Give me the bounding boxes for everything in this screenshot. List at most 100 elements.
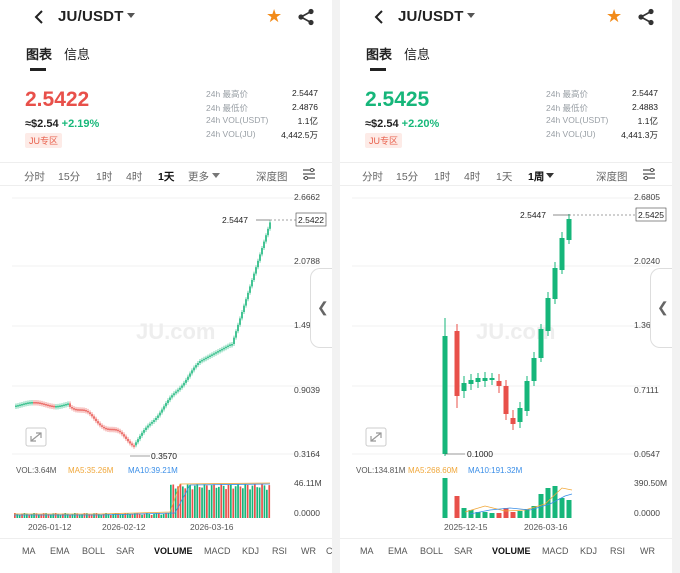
timeframe-1w[interactable]: 1周 — [528, 171, 545, 183]
pair-title[interactable]: JU/USDT — [58, 8, 124, 25]
volume-bar — [59, 514, 62, 518]
volume-bar — [74, 513, 76, 518]
price-axis-label: 2.0240 — [634, 256, 660, 266]
indicator-volume[interactable]: VOLUME — [492, 546, 531, 556]
volume-bar — [489, 513, 495, 518]
kline-chart[interactable]: JU.com 2.6662 2.0788 1.4913 0.9039 0.3164 VOL:… — [0, 186, 332, 536]
timeframe-1d[interactable]: 1天 — [496, 171, 513, 183]
timeframe-1[interactable]: 分时 — [362, 171, 383, 183]
back-arrow-icon[interactable] — [374, 9, 384, 25]
candle — [215, 352, 217, 354]
indicator-ma[interactable]: MA — [22, 546, 36, 556]
timeframe-1d[interactable]: 1天 — [158, 171, 175, 183]
candle — [39, 402, 41, 404]
candle — [175, 391, 177, 394]
indicator-volume[interactable]: VOLUME — [154, 546, 193, 556]
candle — [161, 409, 163, 413]
volume-bar — [552, 486, 558, 518]
volume-bar — [559, 498, 565, 518]
candle — [259, 254, 261, 261]
candle — [35, 402, 37, 404]
volume-bar — [129, 514, 131, 518]
indicator-ema[interactable]: EMA — [50, 546, 70, 556]
tab-chart[interactable]: 图表 — [26, 47, 53, 62]
volume-bar — [150, 514, 153, 518]
indicator-wr[interactable]: WR — [301, 546, 316, 556]
indicator-boll[interactable]: BOLL — [420, 546, 444, 556]
chevron-down-icon[interactable] — [127, 13, 135, 18]
volume-bar — [254, 484, 256, 518]
candle — [249, 286, 251, 293]
candle — [475, 378, 481, 382]
candle — [151, 421, 153, 424]
depth-chart-button[interactable]: 深度图 — [596, 171, 628, 183]
ma5-line — [464, 487, 573, 513]
timeframe-4h[interactable]: 4时 — [464, 171, 481, 183]
side-panel-handle[interactable]: ❮ — [310, 268, 332, 348]
stat-label: 24h VOL(USDT) — [206, 115, 269, 125]
ma10-line — [14, 483, 271, 516]
tab-info[interactable]: 信息 — [404, 47, 431, 62]
stat-row: 24h 最低价 2.4883 — [546, 102, 658, 116]
indicator-c[interactable]: C — [326, 546, 332, 556]
share-icon[interactable] — [297, 8, 315, 26]
volume-bar — [531, 506, 537, 518]
chart-settings-icon[interactable] — [302, 168, 316, 180]
volume-bar — [167, 513, 170, 518]
tab-chart[interactable]: 图表 — [366, 47, 393, 62]
candle — [205, 357, 207, 360]
candle — [223, 347, 225, 350]
zone-badge[interactable]: JU专区 — [25, 133, 62, 148]
indicator-macd[interactable]: MACD — [204, 546, 231, 556]
candle — [149, 423, 151, 426]
indicator-ema[interactable]: EMA — [388, 546, 408, 556]
star-icon[interactable]: ★ — [606, 6, 623, 26]
timeframe-1h[interactable]: 1时 — [96, 171, 113, 183]
candle — [87, 410, 89, 413]
timeframe-15m[interactable]: 15分 — [58, 171, 81, 183]
kline-chart[interactable]: JU.com 2.6805 2.0240 1.3675 0.7111 0.0547 VOL:… — [340, 186, 672, 536]
timeframe-15m[interactable]: 15分 — [396, 171, 419, 183]
back-arrow-icon[interactable] — [34, 9, 44, 25]
indicator-ma[interactable]: MA — [360, 546, 374, 556]
tab-bar: 图表 信息 — [340, 44, 672, 74]
tab-info[interactable]: 信息 — [64, 47, 91, 62]
volume-bar — [186, 484, 189, 518]
indicator-sar[interactable]: SAR — [116, 546, 135, 556]
chart-settings-icon[interactable] — [642, 168, 656, 180]
volume-bar — [114, 513, 117, 518]
volume-bar — [172, 484, 175, 518]
indicator-sar[interactable]: SAR — [454, 546, 473, 556]
volume-bar — [227, 484, 230, 518]
stat-row: 24h VOL(JU) 4,442.5万 — [206, 129, 318, 143]
timeframe-4h[interactable]: 4时 — [126, 171, 143, 183]
volume-bar — [14, 513, 16, 518]
indicator-kdj[interactable]: KDJ — [242, 546, 260, 556]
depth-chart-button[interactable]: 深度图 — [256, 171, 288, 183]
pair-title[interactable]: JU/USDT — [398, 8, 464, 25]
indicator-kdj[interactable]: KDJ — [580, 546, 598, 556]
candle — [21, 403, 23, 406]
volume-bar — [482, 512, 488, 518]
vol-axis-label: 390.50M — [634, 478, 667, 488]
share-icon[interactable] — [637, 8, 655, 26]
timeframe-1h[interactable]: 1时 — [434, 171, 451, 183]
candle — [121, 432, 123, 435]
indicator-rsi[interactable]: RSI — [610, 546, 626, 556]
candle — [169, 397, 171, 401]
timeframe-1[interactable]: 分时 — [24, 171, 45, 183]
volume-bar — [160, 514, 163, 518]
volume-bar — [179, 484, 182, 518]
indicator-macd[interactable]: MACD — [542, 546, 569, 556]
chevron-down-icon[interactable] — [467, 13, 475, 18]
indicator-boll[interactable]: BOLL — [82, 546, 106, 556]
side-panel-handle[interactable]: ❮ — [650, 268, 672, 348]
candle — [115, 429, 117, 431]
zone-badge[interactable]: JU专区 — [365, 133, 402, 148]
indicator-wr[interactable]: WR — [640, 546, 655, 556]
candle — [233, 337, 235, 344]
volume-bar — [210, 485, 213, 518]
indicator-rsi[interactable]: RSI — [272, 546, 288, 556]
star-icon[interactable]: ★ — [266, 6, 283, 26]
timeframe-more[interactable]: 更多 — [188, 171, 209, 183]
